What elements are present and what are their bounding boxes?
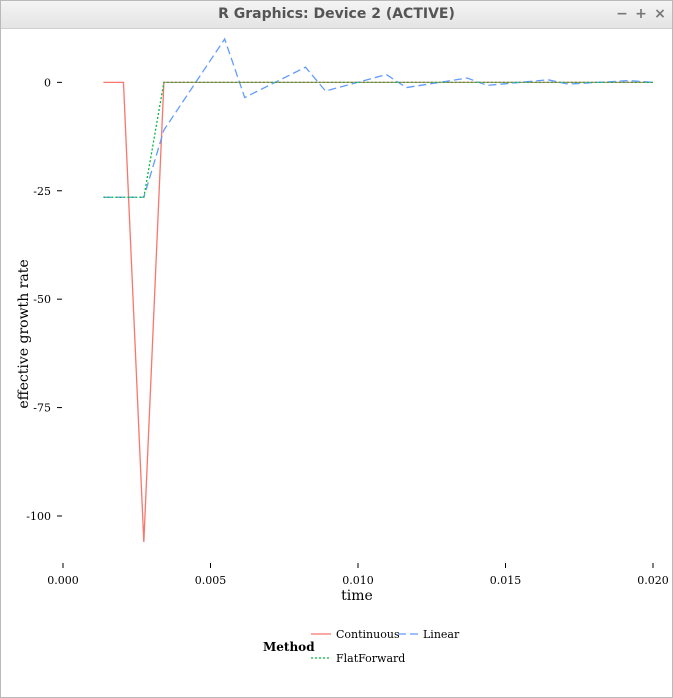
chart-canvas: 0 -25 -50 -75 -100 0.000 0.005 0.010 0.015 0.020…	[16, 37, 669, 665]
y-tick-label: 0	[44, 76, 51, 89]
y-axis-label: effective growth rate	[16, 259, 32, 408]
x-tick-label: 0.005	[195, 574, 227, 587]
x-tick-label: 0.000	[47, 574, 79, 587]
close-button[interactable]: ×	[654, 6, 666, 22]
window-title: R Graphics: Device 2 (ACTIVE)	[218, 6, 455, 22]
y-tick-label: -100	[26, 510, 51, 523]
title-bar[interactable]: R Graphics: Device 2 (ACTIVE) − + ×	[1, 1, 672, 29]
y-tick-label: -50	[33, 293, 51, 306]
legend-title: Method	[263, 640, 315, 654]
x-tick-label: 0.015	[490, 574, 522, 587]
x-tick-label: 0.020	[637, 574, 669, 587]
legend: Method Continuous Linear FlatForward	[263, 628, 460, 665]
legend-label-continuous: Continuous	[336, 628, 400, 641]
series-line-linear	[103, 37, 654, 198]
x-axis-label: time	[341, 588, 373, 604]
minimize-button[interactable]: −	[616, 6, 628, 22]
legend-label-flatforward: FlatForward	[336, 652, 405, 665]
x-tick-label: 0.010	[342, 574, 374, 587]
legend-label-linear: Linear	[423, 628, 460, 641]
series-line-continuous	[103, 81, 653, 543]
y-tick-label: -25	[33, 185, 51, 198]
y-tick-label: -75	[33, 402, 51, 415]
maximize-button[interactable]: +	[635, 6, 647, 22]
series-line-flatforward	[103, 81, 653, 198]
